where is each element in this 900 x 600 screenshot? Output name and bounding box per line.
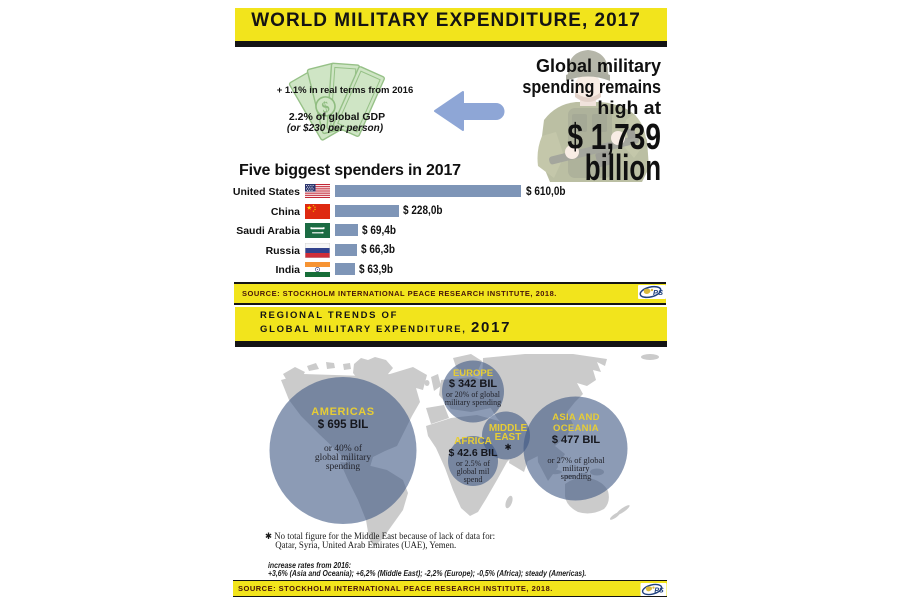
svg-text:PS: PS <box>654 587 664 594</box>
svg-text:$: $ <box>320 99 332 116</box>
svg-text:PS: PS <box>653 288 663 297</box>
